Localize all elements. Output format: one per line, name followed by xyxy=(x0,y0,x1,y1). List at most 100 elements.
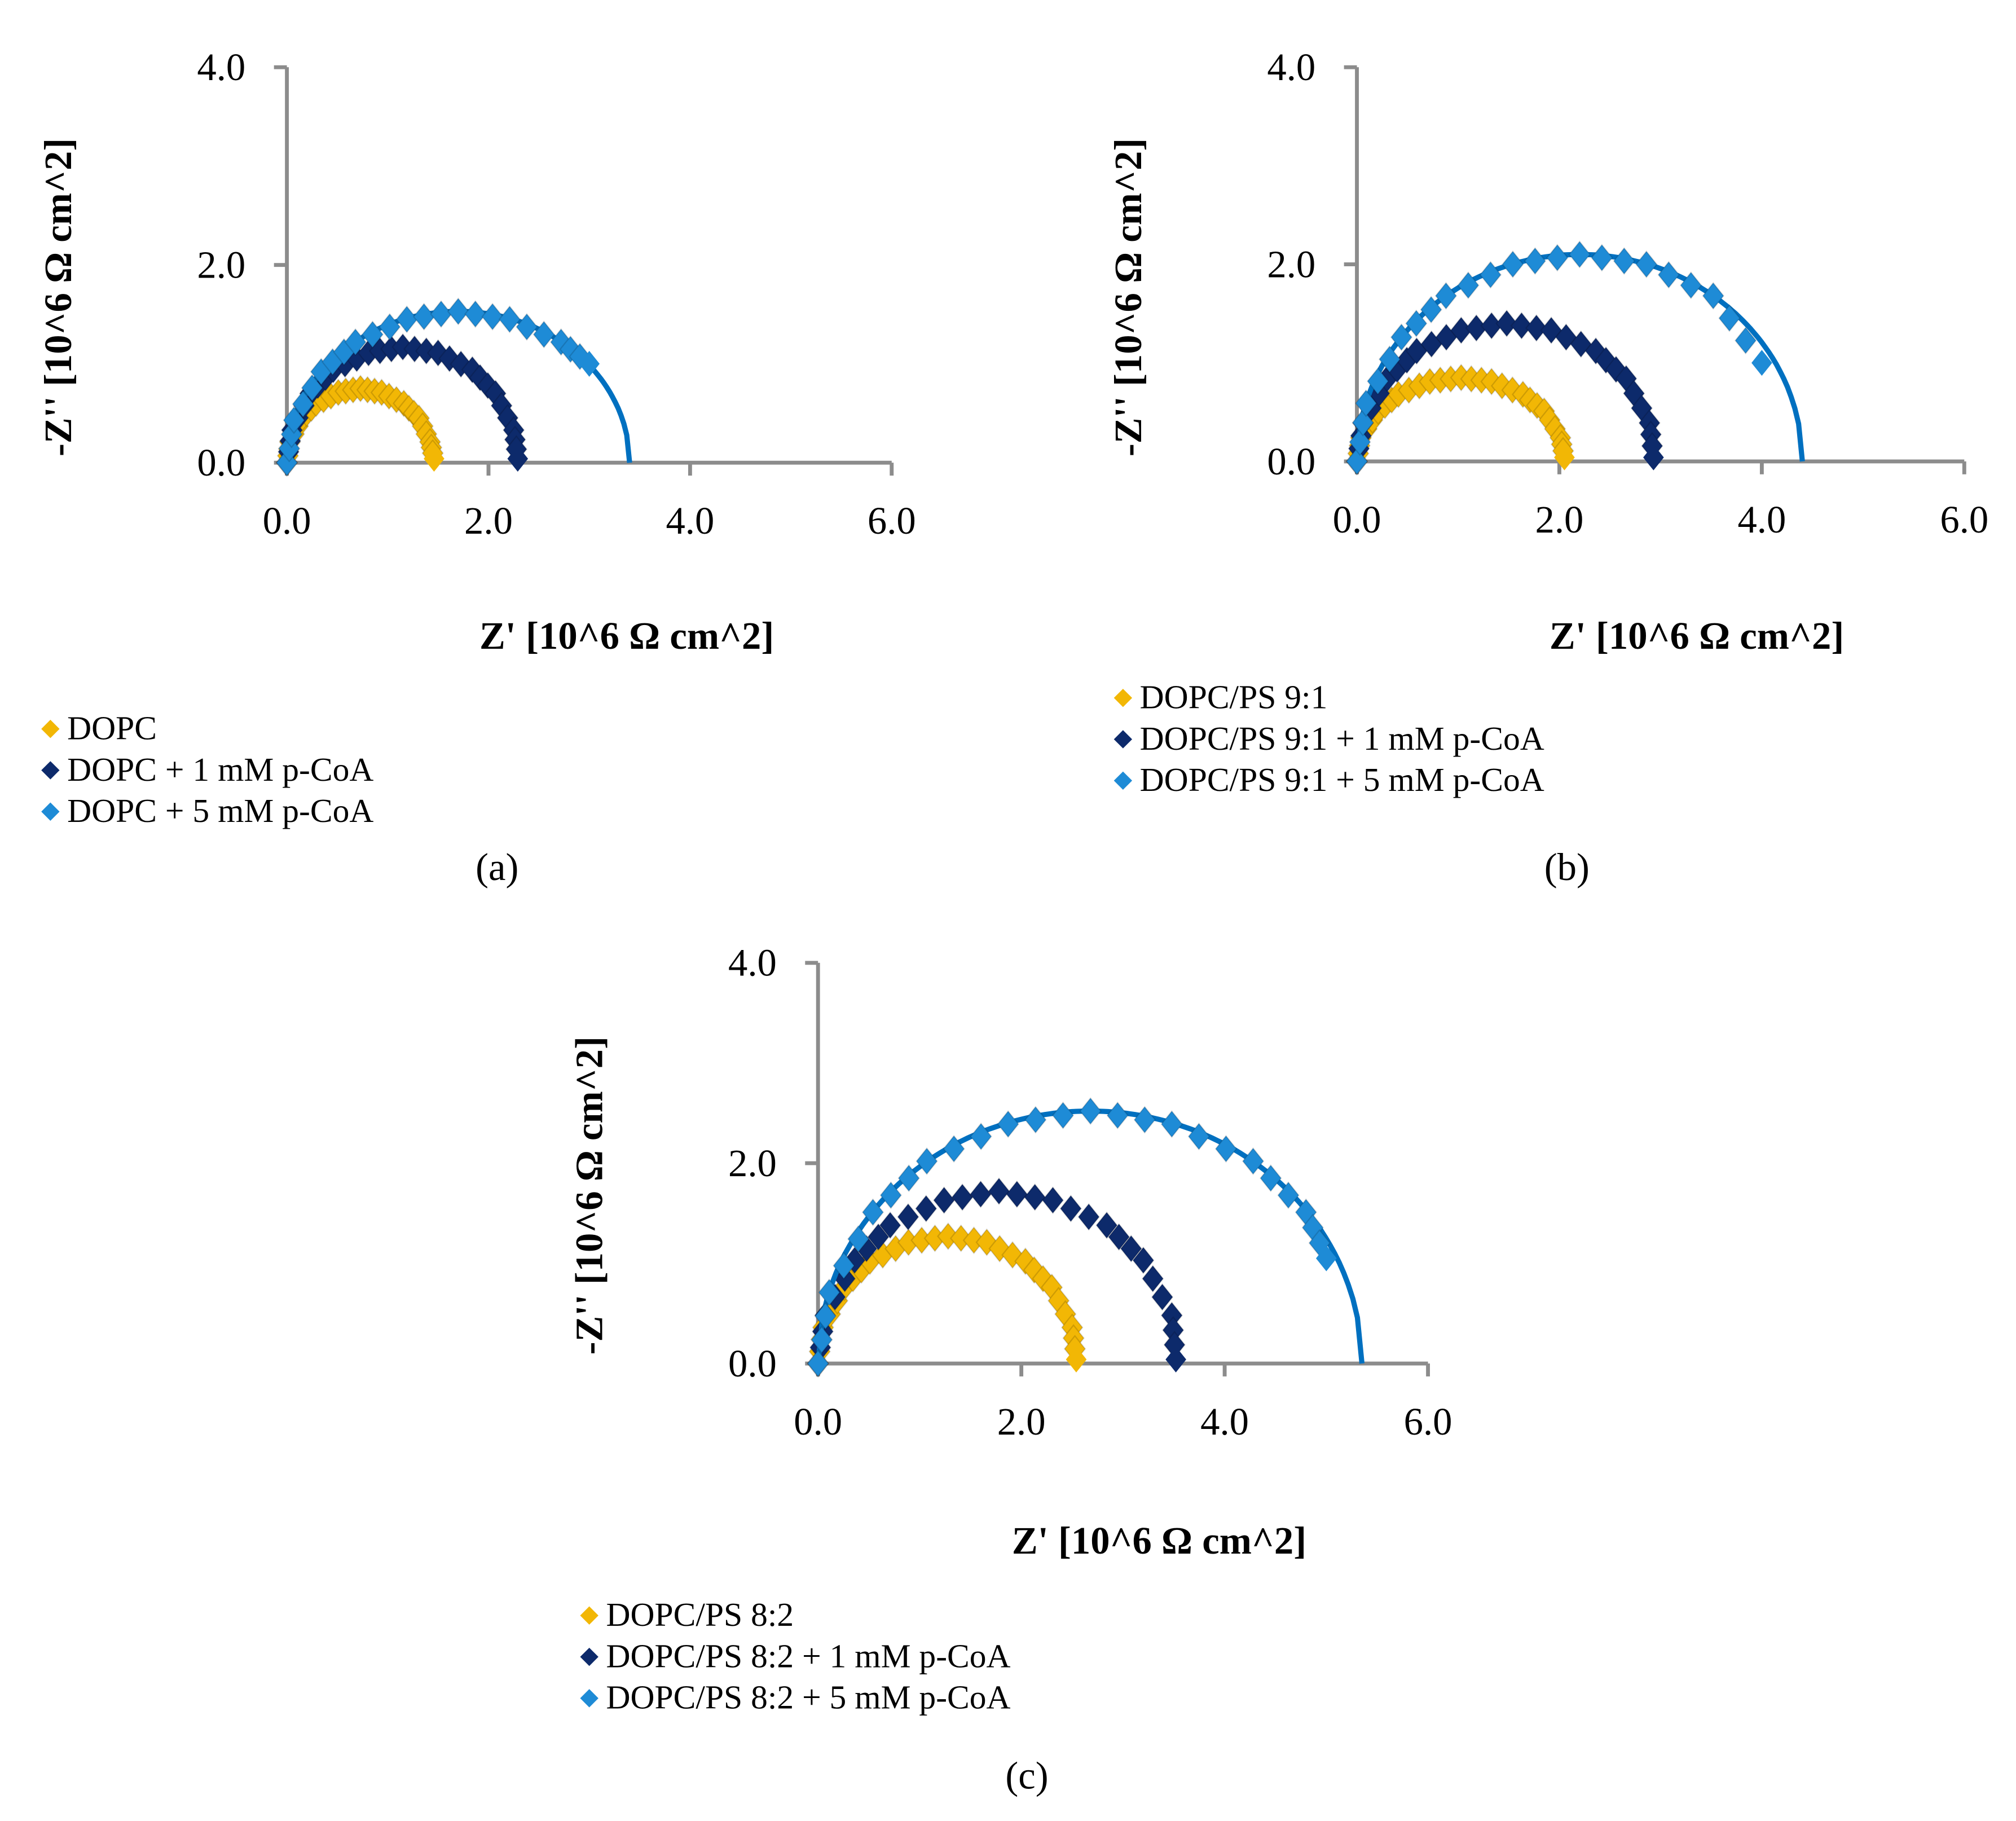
y-tick-label: 2.0 xyxy=(1267,243,1315,285)
y-tick-label: 2.0 xyxy=(197,244,245,287)
x-tick-label: 6.0 xyxy=(1404,1400,1452,1443)
data-point xyxy=(1495,309,1518,338)
data-point xyxy=(283,406,305,434)
data-point xyxy=(481,302,504,331)
data-point xyxy=(1242,1147,1265,1176)
chart-a: 0.0 2.0 4.0 6.0 0.0 2.0 4.0 -Z'' [10^6 Ω cm^2] Z… xyxy=(37,46,916,657)
data-point xyxy=(818,1278,840,1307)
y-axis-title: -Z'' [10^6 Ω cm^2] xyxy=(1107,138,1150,456)
data-point xyxy=(943,1134,965,1163)
legend-label: DOPC/PS 9:1 + 1 mM p-CoA xyxy=(1139,720,1544,758)
legend: DOPC/PS 8:2 DOPC/PS 8:2 + 1 mM p-CoA DOPC/… xyxy=(578,1595,1011,1719)
data-point xyxy=(1187,1122,1211,1151)
x-tick-label: 2.0 xyxy=(464,499,513,542)
legend-label: DOPC/PS 8:2 xyxy=(606,1596,794,1634)
data-point xyxy=(1352,408,1375,437)
y-tick-label: 4.0 xyxy=(728,942,777,984)
data-point xyxy=(1420,296,1442,324)
data-point xyxy=(1366,367,1389,395)
data-point xyxy=(1277,1181,1300,1209)
data-point xyxy=(949,1224,972,1252)
data-point xyxy=(1023,1183,1046,1212)
y-axis-title: -Z'' [10^6 Ω cm^2] xyxy=(568,1036,611,1354)
data-point xyxy=(1059,1194,1082,1223)
data-point xyxy=(1555,323,1578,351)
legend: DOPC/PS 9:1 DOPC/PS 9:1 + 1 mM p-CoA DOPC/… xyxy=(1111,677,1544,801)
data-point xyxy=(361,320,384,349)
data-point xyxy=(1524,247,1547,275)
data-point xyxy=(1502,250,1524,279)
data-point xyxy=(1643,444,1664,470)
data-point xyxy=(1584,337,1607,365)
legend-label: DOPC/PS 9:1 xyxy=(1139,678,1328,716)
data-point xyxy=(951,1183,974,1212)
data-point xyxy=(292,390,314,418)
legend-item: DOPC/PS 8:2 + 1 mM p-CoA xyxy=(578,1636,1011,1677)
data-point xyxy=(1107,1222,1130,1251)
data-point xyxy=(1079,1097,1102,1125)
data-point xyxy=(1479,261,1502,289)
data-point xyxy=(1702,281,1725,310)
data-point xyxy=(1214,1134,1238,1163)
x-tick-label: 4.0 xyxy=(1737,498,1786,541)
data-point xyxy=(1141,1264,1164,1293)
data-point xyxy=(1023,1256,1046,1285)
data-point xyxy=(1434,281,1458,310)
panel-label: (b) xyxy=(1544,846,1590,890)
data-point xyxy=(1024,1106,1047,1134)
data-point xyxy=(970,1122,992,1151)
data-point xyxy=(1316,1245,1337,1272)
x-tick-label: 0.0 xyxy=(1333,498,1381,541)
data-point xyxy=(1378,345,1401,373)
data-point xyxy=(507,446,529,472)
legend-item: DOPC/PS 8:2 + 5 mM p-CoA xyxy=(578,1678,1011,1719)
data-point xyxy=(1051,1101,1075,1130)
data-point xyxy=(1095,1211,1118,1239)
data-point xyxy=(1569,330,1592,358)
legend-label: DOPC/PS 8:2 + 5 mM p-CoA xyxy=(606,1679,1011,1717)
data-point xyxy=(915,1147,938,1176)
data-point xyxy=(1751,350,1772,376)
data-point xyxy=(344,328,367,357)
data-point xyxy=(579,351,600,377)
x-tick-label: 2.0 xyxy=(997,1400,1046,1443)
data-point xyxy=(1349,428,1371,456)
data-point xyxy=(969,1180,992,1208)
legend: DOPC DOPC + 1 mM p-CoA DOPC + 5 mM p-CoA xyxy=(39,708,374,832)
data-point xyxy=(1657,261,1680,289)
data-point xyxy=(814,1302,837,1330)
data-point xyxy=(412,302,435,331)
data-point xyxy=(1635,250,1658,279)
data-point xyxy=(962,1226,985,1255)
data-point xyxy=(1032,1264,1054,1293)
data-point xyxy=(1132,1246,1155,1274)
data-point xyxy=(1554,444,1575,470)
data-point xyxy=(988,1177,1010,1206)
x-axis-title: Z' [10^6 Ω cm^2] xyxy=(1012,1519,1306,1562)
legend-label: DOPC + 5 mM p-CoA xyxy=(67,792,374,830)
data-point xyxy=(498,305,521,333)
data-point xyxy=(1490,372,1513,400)
data-point xyxy=(897,1203,919,1231)
data-point xyxy=(975,1228,998,1256)
series-2 xyxy=(275,297,632,477)
data-point xyxy=(1405,309,1428,338)
data-point xyxy=(1734,326,1757,355)
data-point xyxy=(1510,311,1533,340)
data-point xyxy=(1260,1164,1282,1193)
x-tick-label: 0.0 xyxy=(263,499,311,542)
y-axis-title: -Z'' [10^6 Ω cm^2] xyxy=(37,138,80,456)
x-tick-label: 6.0 xyxy=(868,499,916,542)
data-point xyxy=(879,1211,901,1239)
legend-item: DOPC/PS 9:1 xyxy=(1111,677,1544,718)
chart-c: 0.0 2.0 4.0 6.0 0.0 2.0 4.0 -Z'' [10^6 Ω cm^2] Z… xyxy=(568,942,1452,1562)
legend-label: DOPC + 1 mM p-CoA xyxy=(67,751,374,789)
data-point xyxy=(1718,304,1741,332)
legend-item: DOPC/PS 8:2 xyxy=(578,1595,1011,1636)
data-point xyxy=(879,1181,903,1209)
legend-item: DOPC + 5 mM p-CoA xyxy=(39,791,374,832)
panel-label: (c) xyxy=(1005,1755,1049,1798)
data-point xyxy=(1546,244,1569,272)
x-axis-title: Z' [10^6 Ω cm^2] xyxy=(479,614,774,657)
